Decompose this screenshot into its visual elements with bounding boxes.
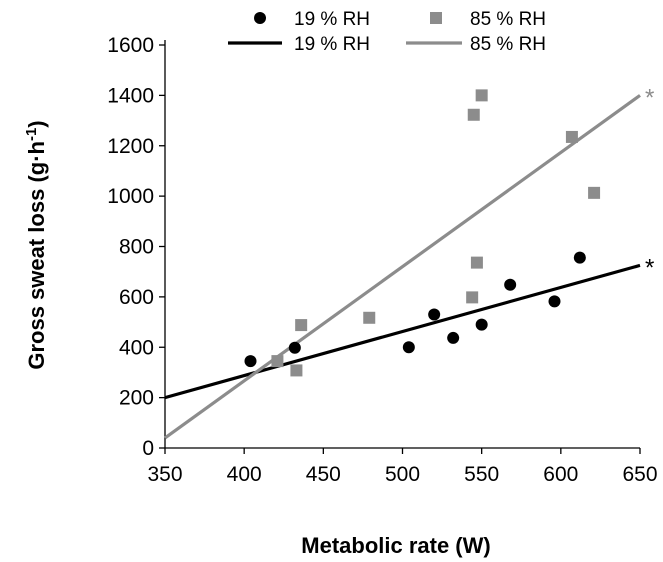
data-point-circle xyxy=(288,341,301,354)
y-tick-label: 800 xyxy=(119,236,154,259)
y-tick-label: 0 xyxy=(142,437,154,460)
y-tick-label: 600 xyxy=(119,286,154,309)
y-tick-label: 400 xyxy=(119,336,154,359)
y-axis-title-close: ) xyxy=(24,120,49,127)
data-point-circle xyxy=(573,251,586,264)
x-tick-label: 400 xyxy=(227,463,262,486)
legend-label: 19 % RH xyxy=(294,34,370,55)
legend-label: 85 % RH xyxy=(470,9,546,30)
x-tick-label: 550 xyxy=(464,463,499,486)
y-tick-label: 200 xyxy=(119,387,154,410)
data-point-square xyxy=(466,291,479,304)
data-point-square xyxy=(565,130,578,143)
x-tick-label: 450 xyxy=(306,463,341,486)
legend-marker-circle xyxy=(254,12,266,24)
data-point-square xyxy=(295,319,308,332)
data-point-square xyxy=(271,355,284,368)
data-point-circle xyxy=(548,295,561,308)
y-axis-title-superscript: -1 xyxy=(23,128,40,141)
data-point-square xyxy=(475,89,488,102)
legend-label: 85 % RH xyxy=(470,34,546,55)
y-tick-label: 1600 xyxy=(107,34,154,57)
x-tick-label: 350 xyxy=(147,463,182,486)
x-tick-label: 600 xyxy=(543,463,578,486)
data-point-square xyxy=(470,256,483,269)
data-point-circle xyxy=(244,355,257,368)
significance-marker: * xyxy=(645,84,654,111)
y-tick-label: 1000 xyxy=(107,185,154,208)
data-point-circle xyxy=(504,278,517,291)
x-axis-title: Metabolic rate (W) xyxy=(301,533,490,558)
data-point-circle xyxy=(428,308,441,321)
y-tick-label: 1400 xyxy=(107,84,154,107)
data-point-circle xyxy=(447,331,460,344)
y-axis-title-main: Gross sweat loss (g·h xyxy=(24,141,49,370)
x-tick-label: 500 xyxy=(385,463,420,486)
data-point-square xyxy=(363,311,376,324)
legend-label: 19 % RH xyxy=(294,9,370,30)
legend-marker-square xyxy=(430,12,442,24)
data-point-circle xyxy=(475,318,488,331)
fit-line-3 xyxy=(164,94,641,440)
fit-line-2 xyxy=(164,263,641,400)
data-point-square xyxy=(290,364,303,377)
data-point-square xyxy=(588,186,601,199)
significance-marker: * xyxy=(645,254,654,281)
y-axis-title: Gross sweat loss (g·h-1) xyxy=(23,120,49,369)
y-tick-label: 1200 xyxy=(107,135,154,158)
data-point-circle xyxy=(402,341,415,354)
data-point-square xyxy=(467,108,480,121)
x-tick-label: 650 xyxy=(622,463,657,486)
